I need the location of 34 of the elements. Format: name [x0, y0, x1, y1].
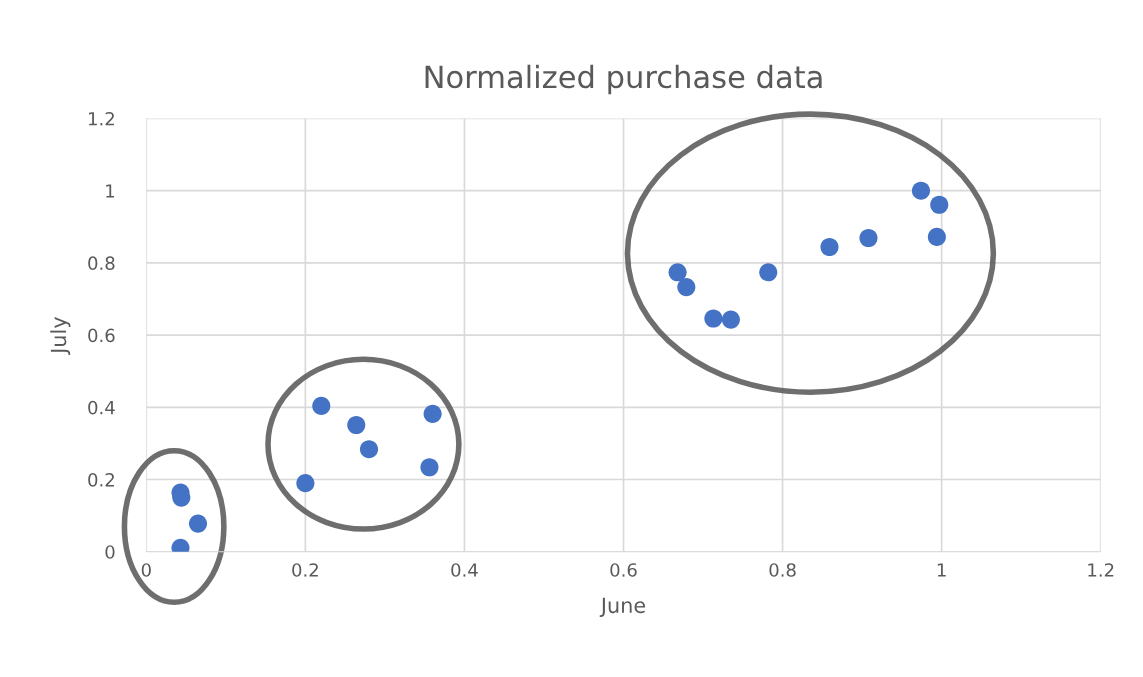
x-tick-label: 0.8 — [769, 563, 796, 577]
chart-title: Normalized purchase data — [425, 64, 822, 95]
y-tick-label: 1 — [106, 184, 115, 198]
y-tick-label: 0.4 — [88, 400, 115, 415]
point — [820, 237, 839, 257]
x-tick-label: 1.2 — [1088, 563, 1114, 577]
point — [668, 263, 687, 282]
x-axis-title: June — [599, 597, 646, 618]
point — [721, 310, 740, 329]
x-tick-label: 0.6 — [610, 563, 637, 577]
y-tick-label: 0.8 — [88, 256, 115, 271]
point — [188, 514, 208, 533]
point — [312, 396, 331, 415]
x-tick-label: 0.2 — [292, 563, 318, 577]
point — [420, 458, 439, 477]
point — [927, 227, 946, 246]
point — [704, 309, 723, 328]
y-axis-title: July — [50, 317, 71, 355]
y-tick-label: 0 — [105, 545, 115, 559]
x-tick-label: 1 — [937, 563, 946, 577]
point — [759, 263, 778, 282]
point — [859, 228, 878, 248]
x-tick-label: 0.4 — [451, 563, 478, 577]
point — [359, 440, 379, 459]
point — [423, 404, 442, 423]
point — [911, 181, 931, 200]
point — [296, 474, 315, 493]
y-tick-label: 1.2 — [89, 111, 114, 126]
y-tick-label: 0.6 — [88, 328, 115, 343]
x-tick-label: 0 — [141, 563, 151, 577]
point — [677, 278, 696, 297]
y-tick-label: 0.2 — [88, 473, 114, 487]
point — [930, 195, 949, 214]
point — [347, 415, 366, 435]
